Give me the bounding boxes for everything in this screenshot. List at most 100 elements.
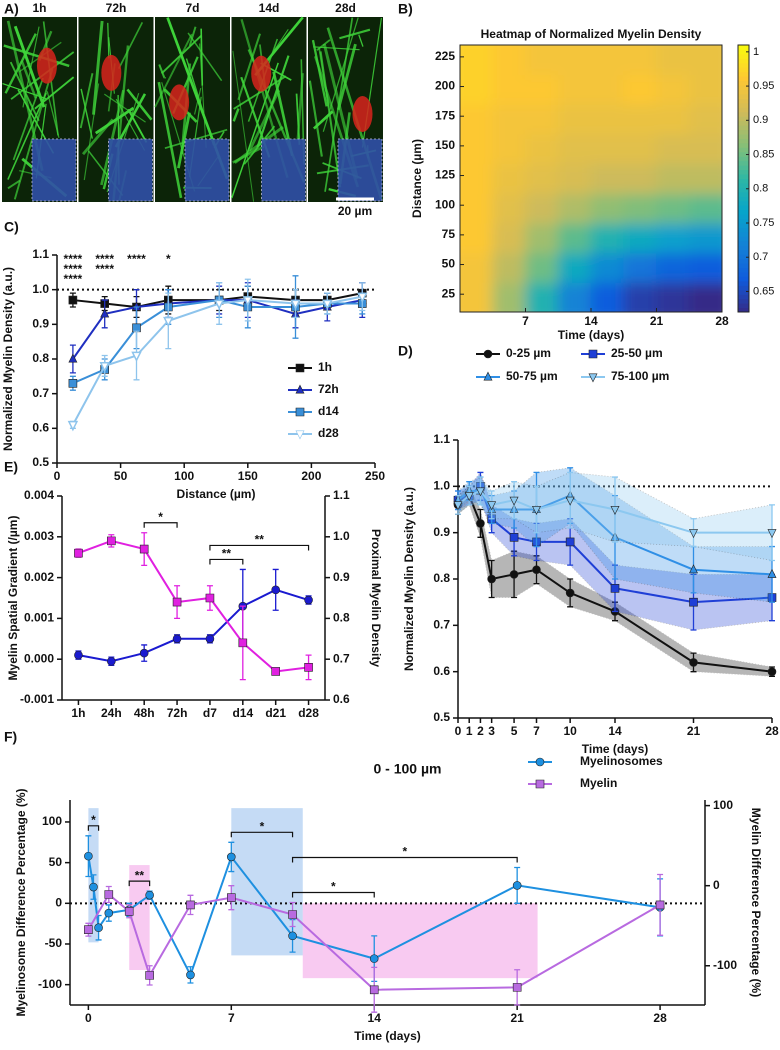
heat-cell (623, 163, 657, 194)
heat-cell (590, 133, 625, 165)
panel-label: F) (4, 729, 17, 745)
data-point (369, 954, 379, 963)
colorbar-step (738, 129, 749, 135)
colorbar-step (738, 49, 749, 55)
data-point (689, 564, 698, 574)
fiber (336, 43, 357, 111)
data-point (655, 900, 665, 910)
colorbar-label: 1 (753, 46, 759, 58)
x-tick-label: 150 (238, 469, 258, 483)
time-label: 1h (32, 1, 46, 15)
time-label: 7d (185, 1, 199, 15)
legend-marker (295, 407, 305, 417)
data-point (767, 568, 777, 578)
data-point (145, 971, 154, 980)
heat-cell (525, 281, 559, 312)
data-point (68, 295, 78, 305)
x-tick-label: 5 (511, 724, 518, 738)
heat-cell (525, 45, 559, 76)
legend-label: 72h (318, 382, 339, 396)
colorbar-step (738, 147, 749, 153)
y-tick-label: 0.004 (24, 488, 54, 502)
colorbar-step (738, 254, 749, 260)
fiber (107, 22, 110, 59)
fiber (22, 26, 40, 108)
x-tick-label: 48h (134, 706, 155, 720)
x-tick-label: 14 (608, 724, 622, 738)
heat-cell (656, 103, 690, 135)
data-point (464, 492, 474, 502)
colorbar-step (738, 280, 749, 286)
heat-cell (557, 45, 592, 76)
bracket (209, 558, 244, 565)
y-tick-label: 100 (42, 814, 62, 828)
bracket (128, 880, 151, 887)
panel-label: A) (4, 1, 19, 17)
x-tick-label: 28 (653, 1011, 667, 1025)
data-point (205, 634, 215, 644)
panel-label: B) (398, 1, 413, 17)
data-point (145, 890, 154, 900)
micrograph (308, 17, 383, 202)
data-point (104, 890, 114, 899)
x-tick-label: 10 (563, 724, 577, 738)
colorbar-step (738, 240, 749, 246)
heat-cell (590, 222, 625, 254)
colorbar-step (738, 303, 749, 309)
heat-cell (557, 281, 592, 312)
colorbar-step (738, 231, 749, 237)
fiber (79, 73, 94, 129)
data-point (271, 667, 280, 676)
colorbar-step (738, 151, 749, 157)
data-point (131, 351, 142, 363)
y-tick-label: 0.001 (24, 611, 54, 625)
series-line (87, 892, 661, 991)
heat-cell (623, 133, 657, 165)
y2-tick-label: 0 (713, 878, 720, 892)
time-label: 14d (259, 1, 280, 15)
red-cell (251, 55, 272, 92)
y2-axis-label: Proximal Myelin Density (369, 529, 383, 667)
colorbar-step (738, 285, 749, 291)
y2-tick-label: -100 (713, 958, 737, 972)
fiber (188, 26, 197, 47)
data-point (357, 292, 368, 304)
heat-cell (590, 163, 625, 194)
data-point (689, 597, 698, 607)
x-tick-label: 0 (54, 469, 61, 483)
y2-tick-label: 0.9 (333, 570, 350, 584)
y-tick-label: 25 (442, 286, 456, 300)
data-point (512, 983, 522, 992)
data-point (139, 648, 149, 658)
fiber (185, 58, 215, 146)
colorbar-step (738, 196, 749, 202)
time-label: 28d (335, 1, 356, 15)
panel-label: E) (4, 459, 18, 475)
heat-cell (688, 163, 722, 194)
fiber (296, 73, 304, 141)
colorbar-step (738, 62, 749, 68)
colorbar-step (738, 236, 749, 242)
data-point (99, 361, 110, 373)
y-axis-label: Normalized Myelin Density (a.u.) (402, 487, 416, 671)
x-tick-label: 3 (488, 724, 495, 738)
heat-cell (656, 252, 690, 283)
colorbar-step (738, 223, 749, 228)
colorbar-step (738, 53, 749, 59)
heat-cell (460, 163, 494, 194)
red-cell (36, 47, 57, 84)
colorbar-step (738, 294, 749, 300)
heat-cell (492, 222, 526, 254)
x-axis-label: Time (days) (354, 1029, 420, 1043)
colorbar-step (738, 125, 749, 131)
series-line (72, 299, 363, 360)
y2-tick-label: 100 (713, 798, 733, 812)
series-line (87, 854, 661, 978)
micrograph (154, 17, 230, 202)
fiber (199, 43, 207, 148)
y2-tick-label: 0.8 (333, 611, 350, 625)
x-tick-label: 24h (101, 706, 122, 720)
y2-tick-label: 1.1 (333, 488, 350, 502)
region (302, 903, 538, 979)
